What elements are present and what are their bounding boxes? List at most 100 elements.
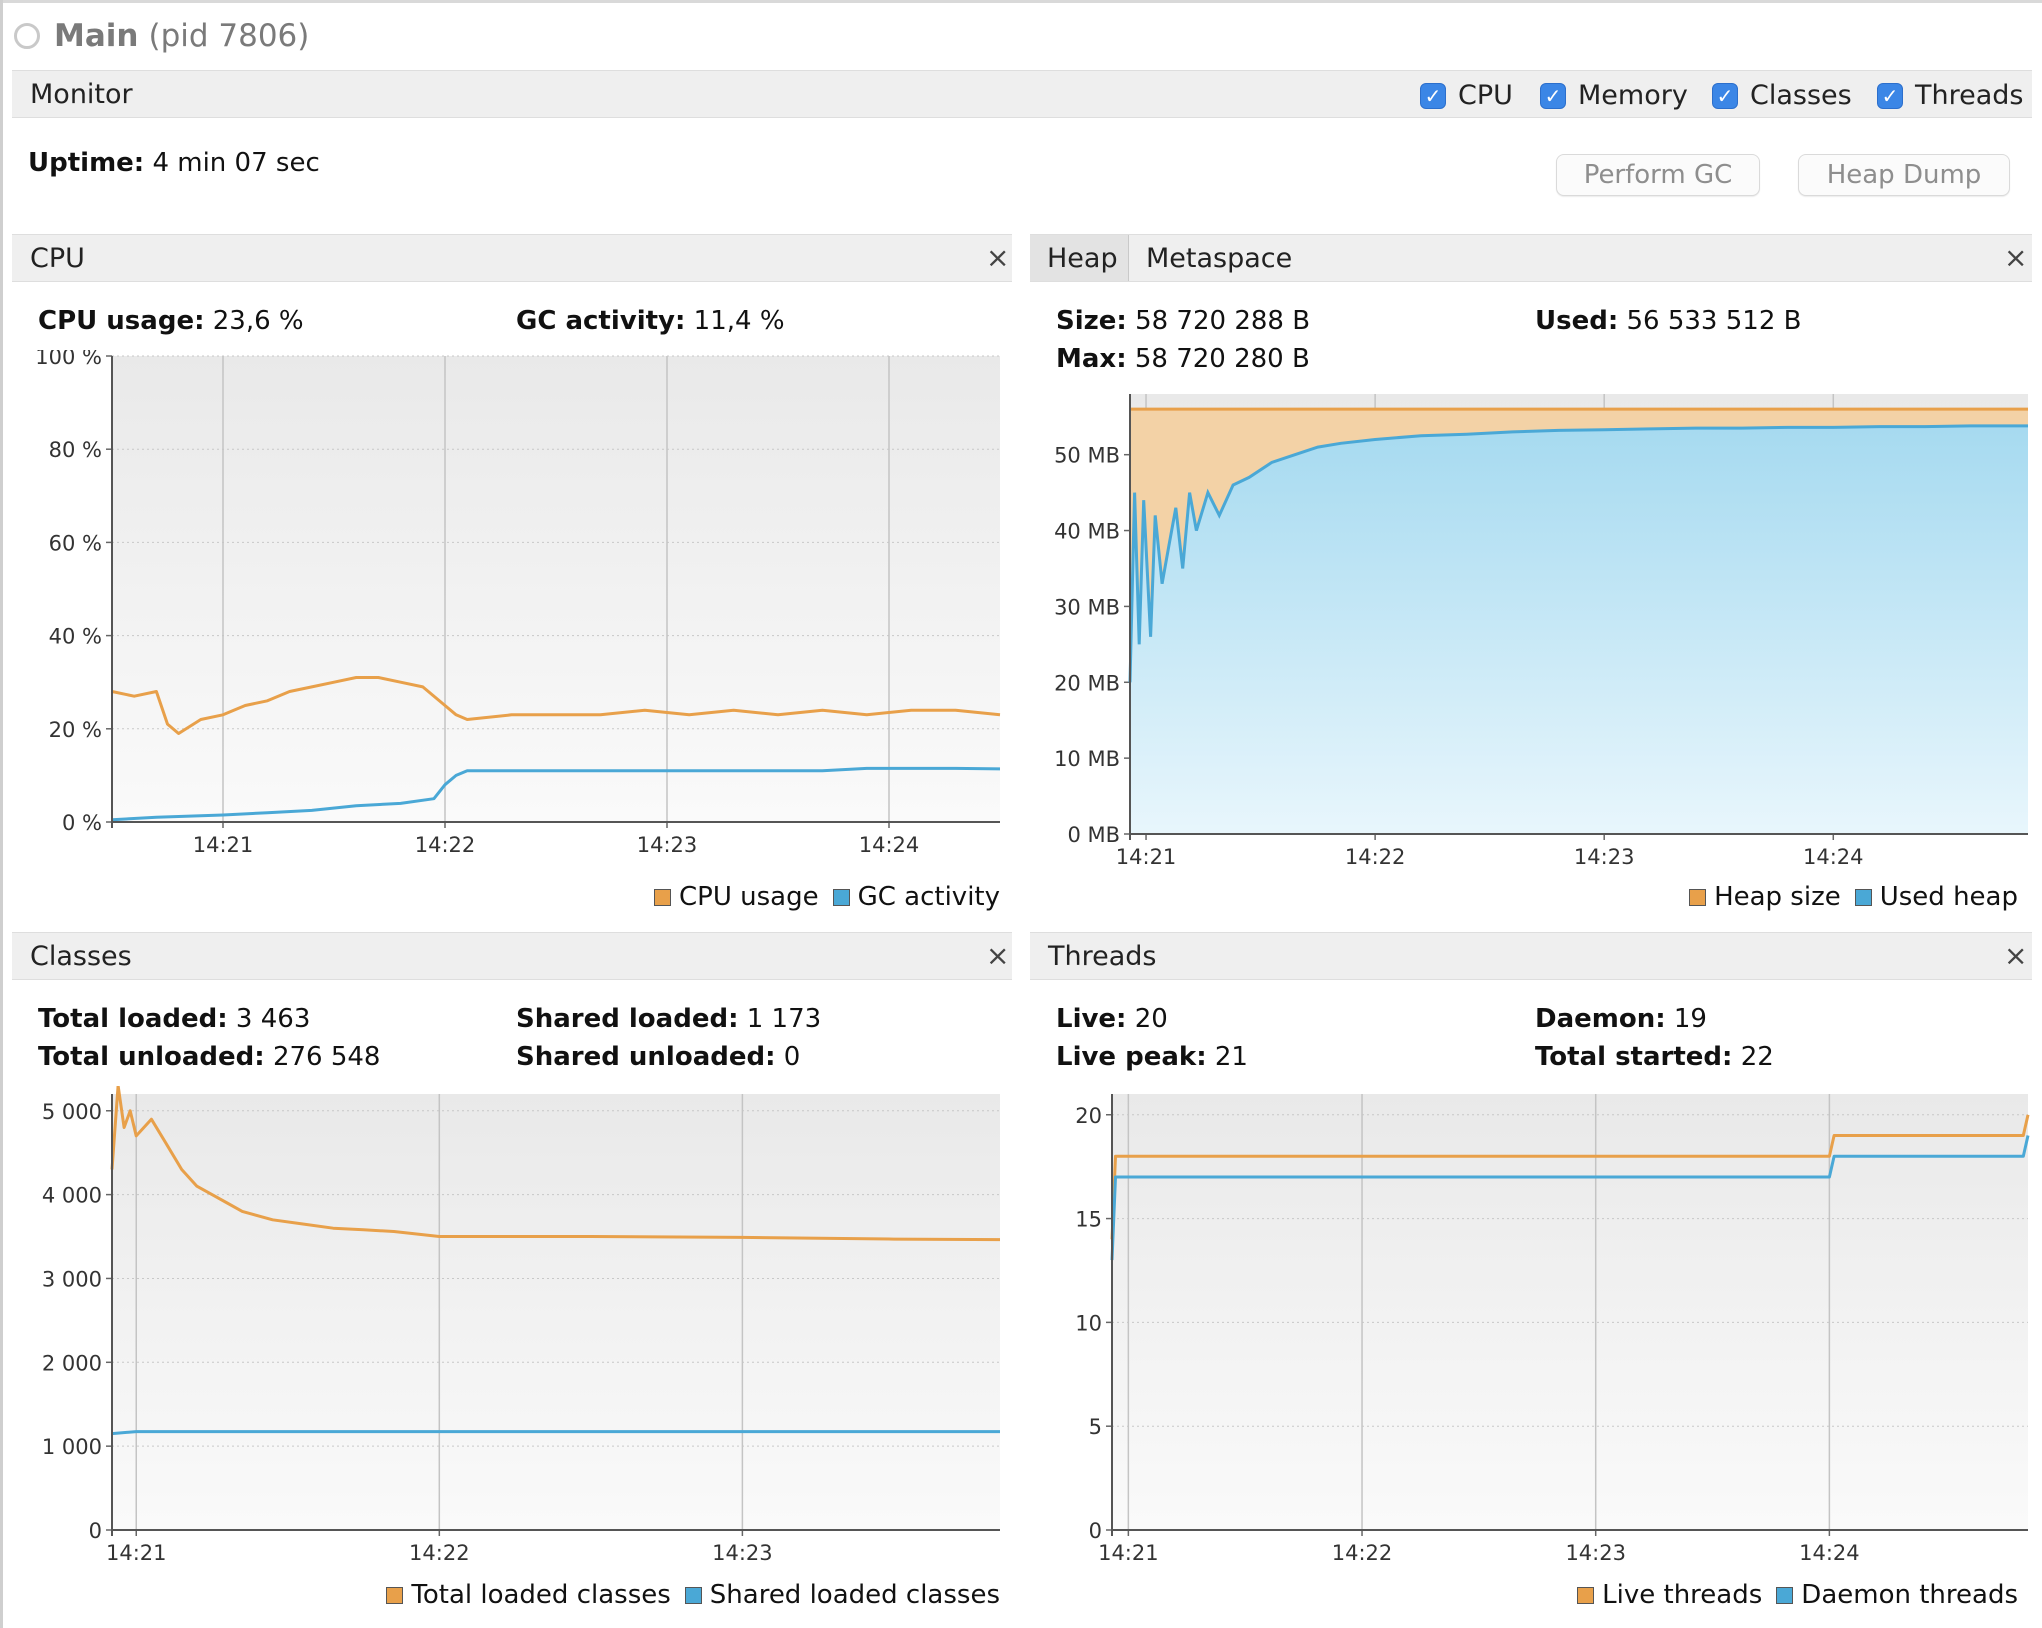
shared-loaded-stat: Shared loaded: 1 173 <box>516 1004 821 1034</box>
close-icon[interactable]: × <box>986 241 1010 274</box>
legend-item-shared-loaded: Shared loaded classes <box>684 1580 1000 1610</box>
heap-legend: Heap size Used heap <box>1675 882 2018 912</box>
perform-gc-button[interactable]: Perform GC <box>1556 154 1760 196</box>
y-tick-label: 30 MB <box>1054 595 1120 619</box>
x-tick-label: 14:23 <box>1574 845 1635 869</box>
heap-dump-button[interactable]: Heap Dump <box>1798 154 2010 196</box>
total-unloaded-label: Total unloaded: <box>38 1042 265 1072</box>
heap-chart: 0 MB 10 MB 20 MB 30 MB 40 MB 50 MB 14:21 14:22 1… <box>1054 394 2028 869</box>
close-icon[interactable]: × <box>2004 241 2028 274</box>
cpu-chart: 0 % 20 % 40 % 60 % 80 % 100 % 14:21 14:22 14:23 1… <box>35 350 1001 857</box>
legend-label-live-threads: Live threads <box>1602 1580 1763 1610</box>
checkmark-icon: ✓ <box>1877 82 1903 109</box>
legend-swatch-heap-size <box>1689 888 1707 906</box>
gc-activity-value: 11,4 % <box>693 306 785 336</box>
gc-activity-stat: GC activity: 11,4 % <box>516 306 785 336</box>
process-id: (pid 7806) <box>148 18 310 54</box>
total-loaded-stat: Total loaded: 3 463 <box>38 1004 310 1034</box>
uptime: Uptime: 4 min 07 sec <box>28 148 320 178</box>
checkbox-classes[interactable]: ✓ Classes <box>1712 80 1852 111</box>
legend-item-cpu-usage: CPU usage <box>654 882 819 912</box>
memory-panel-header: Heap Metaspace × <box>1030 234 2032 282</box>
shared-unloaded-label: Shared unloaded: <box>516 1042 776 1072</box>
close-icon[interactable]: × <box>2004 939 2028 972</box>
x-tick-label: 14:22 <box>409 1541 470 1565</box>
x-tick-label: 14:22 <box>1345 845 1406 869</box>
x-tick-label: 14:24 <box>1803 845 1864 869</box>
shared-loaded-label: Shared loaded: <box>516 1004 739 1034</box>
x-tick-label: 14:24 <box>1799 1541 1860 1565</box>
series-line-cpu-usage <box>111 676 1001 735</box>
cpu-usage-label: CPU usage: <box>38 306 205 336</box>
heap-max-value: 58 720 280 B <box>1134 344 1310 374</box>
y-tick-label: 2 000 <box>42 1351 102 1375</box>
x-tick-label: 14:23 <box>1565 1541 1626 1565</box>
checkbox-memory[interactable]: ✓ Memory <box>1540 80 1688 111</box>
threads-panel-title: Threads <box>1048 941 1157 972</box>
heap-used-stat: Used: 56 533 512 B <box>1535 306 1801 336</box>
y-tick-label: 0 % <box>62 811 102 835</box>
cpu-usage-stat: CPU usage: 23,6 % <box>38 306 304 336</box>
checkmark-icon: ✓ <box>1712 82 1738 109</box>
shared-unloaded-value: 0 <box>783 1042 801 1072</box>
live-stat: Live: 20 <box>1056 1004 1168 1034</box>
total-unloaded-value: 276 548 <box>272 1042 381 1072</box>
cpu-panel-header: CPU × <box>12 234 1012 282</box>
y-tick-label: 3 000 <box>42 1267 102 1291</box>
total-loaded-label: Total loaded: <box>38 1004 228 1034</box>
x-tick-label: 14:21 <box>106 1541 167 1565</box>
y-tick-label: 40 MB <box>1054 520 1120 544</box>
total-started-value: 22 <box>1740 1042 1774 1072</box>
daemon-stat: Daemon: 19 <box>1535 1004 1707 1034</box>
legend-label-heap-size: Heap size <box>1714 882 1841 912</box>
y-tick-label: 20 MB <box>1054 671 1120 695</box>
window-left-border <box>0 0 3 1628</box>
legend-label-used-heap: Used heap <box>1879 882 2018 912</box>
y-tick-label: 5 000 <box>42 1100 102 1124</box>
legend-label-cpu-usage: CPU usage <box>679 882 819 912</box>
series-line-daemon-threads <box>1110 1135 2030 1261</box>
monitor-bar: Monitor ✓ CPU ✓ Memory ✓ Classes ✓ Threa… <box>12 70 2032 118</box>
legend-swatch-cpu-usage <box>654 888 671 906</box>
legend-swatch-daemon-threads <box>1776 1586 1794 1604</box>
cpu-usage-value: 23,6 % <box>212 306 304 336</box>
checkbox-cpu-label: CPU <box>1458 80 1513 111</box>
tab-metaspace[interactable]: Metaspace <box>1128 235 1292 281</box>
legend-label-shared-loaded: Shared loaded classes <box>709 1580 1000 1610</box>
x-tick-label: 14:23 <box>637 833 698 857</box>
checkbox-threads[interactable]: ✓ Threads <box>1877 80 2023 111</box>
legend-label-total-loaded: Total loaded classes <box>411 1580 671 1610</box>
y-tick-label: 60 % <box>49 531 102 555</box>
daemon-value: 19 <box>1673 1004 1707 1034</box>
classes-legend: Total loaded classes Shared loaded class… <box>372 1580 1000 1610</box>
heap-used-value: 56 533 512 B <box>1626 306 1802 336</box>
cpu-legend: CPU usage GC activity <box>640 882 1000 912</box>
legend-item-total-loaded: Total loaded classes <box>386 1580 671 1610</box>
y-tick-label: 20 <box>1075 1104 1102 1128</box>
y-tick-label: 5 <box>1089 1415 1102 1439</box>
threads-chart: 0 5 10 15 20 14:21 14:22 14:23 14:24 <box>1075 1094 2030 1565</box>
live-peak-stat: Live peak: 21 <box>1056 1042 1248 1072</box>
x-tick-label: 14:24 <box>859 833 920 857</box>
live-value: 20 <box>1134 1004 1168 1034</box>
total-started-stat: Total started: 22 <box>1535 1042 1774 1072</box>
tab-heap[interactable]: Heap <box>1030 235 1129 281</box>
heap-size-label: Size: <box>1056 306 1127 336</box>
legend-item-live-threads: Live threads <box>1577 1580 1762 1610</box>
heap-max-label: Max: <box>1056 344 1127 374</box>
classes-panel-title: Classes <box>30 941 132 972</box>
close-icon[interactable]: × <box>986 939 1010 972</box>
y-tick-label: 0 MB <box>1067 823 1120 847</box>
used-heap-area <box>1130 425 2028 834</box>
shared-loaded-value: 1 173 <box>746 1004 822 1034</box>
daemon-label: Daemon: <box>1535 1004 1666 1034</box>
live-peak-value: 21 <box>1214 1042 1248 1072</box>
y-tick-label: 0 <box>1089 1519 1102 1543</box>
x-tick-label: 14:22 <box>415 833 476 857</box>
checkbox-classes-label: Classes <box>1750 80 1852 111</box>
total-unloaded-stat: Total unloaded: 276 548 <box>38 1042 380 1072</box>
live-label: Live: <box>1056 1004 1127 1034</box>
checkbox-cpu[interactable]: ✓ CPU <box>1420 80 1513 111</box>
used-heap-line <box>1128 424 2028 683</box>
y-tick-label: 20 % <box>49 718 102 742</box>
